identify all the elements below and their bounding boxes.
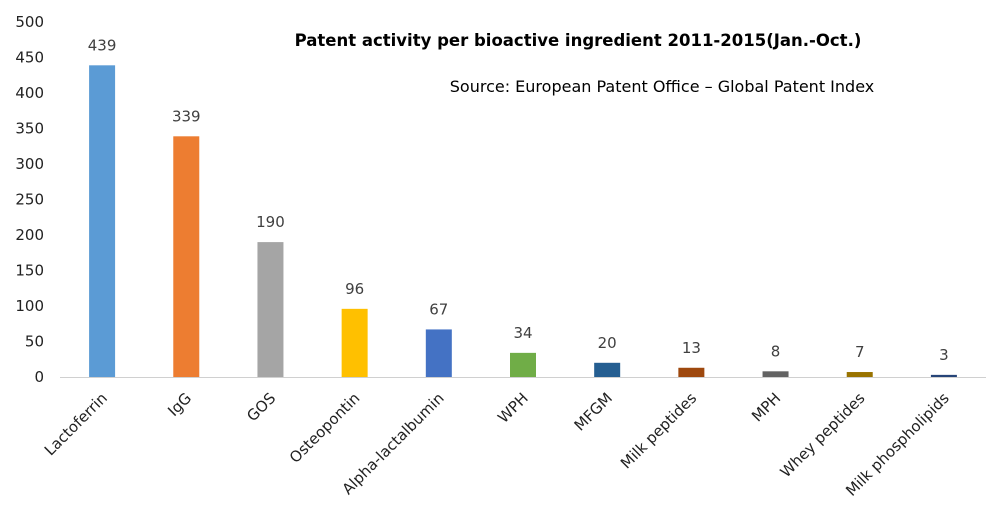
data-label: 34 (513, 324, 532, 342)
bar (257, 242, 284, 377)
y-tick-label: 400 (15, 84, 44, 102)
bar (173, 136, 200, 377)
bar (762, 371, 789, 377)
data-label: 3 (939, 346, 949, 364)
chart-title: Patent activity per bioactive ingredient… (295, 31, 862, 50)
x-tick-label: MPH (748, 389, 784, 425)
x-tick-label: IgG (164, 389, 195, 420)
data-label: 339 (172, 107, 201, 125)
y-tick-label: 0 (34, 368, 44, 386)
x-axis: Lactoferrin IgG GOS OsteopontinAlpha-lactal… (41, 389, 953, 500)
bar (594, 362, 621, 377)
bar (341, 308, 368, 377)
chart-source-note: Source: European Patent Office – Global … (450, 77, 874, 96)
data-label: 190 (256, 213, 285, 231)
data-label: 96 (345, 280, 364, 298)
bar-series (89, 65, 957, 377)
data-label: 7 (855, 343, 865, 361)
data-label: 8 (771, 342, 781, 360)
x-tick-label: Osteopontin (286, 389, 364, 467)
y-tick-label: 200 (15, 226, 44, 244)
x-tick-label: GOS (243, 389, 279, 425)
x-tick-label: WPH (494, 389, 532, 427)
data-label: 13 (682, 339, 701, 357)
bar (425, 329, 452, 377)
data-label: 67 (429, 300, 448, 318)
x-tick-label: MFGM (571, 389, 616, 434)
y-tick-label: 150 (15, 262, 44, 280)
bar (510, 352, 536, 377)
x-tick-label: Lactoferrin (41, 389, 111, 459)
bar (930, 374, 957, 377)
data-labels: 439 339 190 96 67 34 20 13 8 7 3 (88, 36, 949, 364)
y-tick-label: 500 (15, 13, 44, 31)
y-tick-label: 50 (25, 333, 44, 351)
data-label: 20 (598, 334, 617, 352)
y-tick-label: 250 (15, 191, 44, 209)
data-label: 439 (88, 36, 117, 54)
y-tick-label: 450 (15, 49, 44, 67)
y-tick-label: 300 (15, 155, 44, 173)
x-tick-label: Whey peptides (777, 389, 869, 481)
x-tick-label: Milk peptides (617, 389, 700, 472)
y-tick-label: 350 (15, 120, 44, 138)
bar (846, 372, 873, 377)
y-axis: 0 50 100 150 200 250 300 350 400 450 500 (15, 13, 44, 386)
y-tick-label: 100 (15, 297, 44, 315)
bar (89, 65, 116, 377)
bar (678, 367, 705, 377)
